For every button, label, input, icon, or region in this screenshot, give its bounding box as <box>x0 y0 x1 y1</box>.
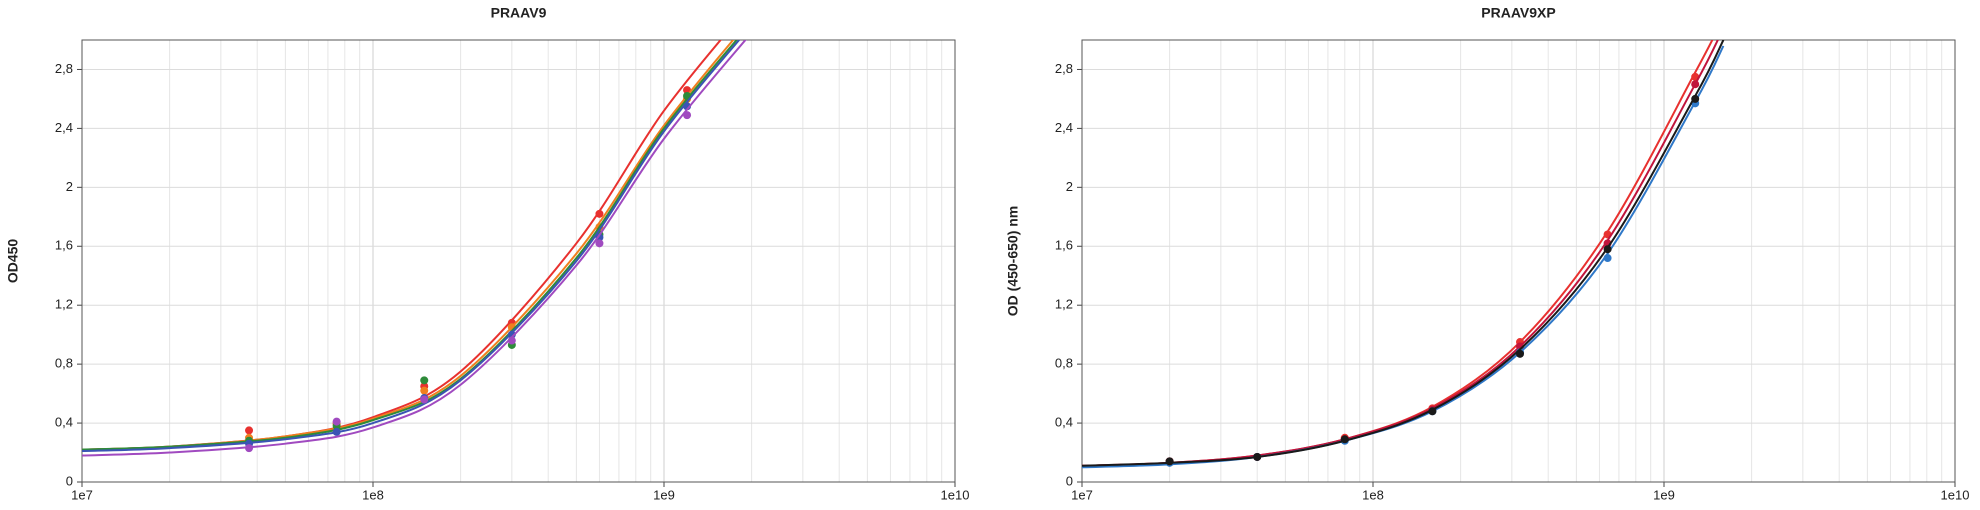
fit-curve <box>82 40 738 451</box>
data-point <box>1340 435 1349 444</box>
y-tick-label: 1,2 <box>55 297 73 312</box>
data-point <box>420 386 429 395</box>
y-tick-label: 2,4 <box>55 120 73 135</box>
y-axis-label: OD450 <box>5 239 21 284</box>
data-point <box>507 336 516 345</box>
x-tick-label: 1e10 <box>941 487 970 502</box>
data-point <box>1603 245 1612 254</box>
y-tick-label: 2,8 <box>55 61 73 76</box>
fit-curve <box>82 40 741 453</box>
y-axis-label: OD (450-650) nm <box>1005 206 1021 316</box>
x-tick-label: 1e7 <box>71 487 93 502</box>
data-point <box>245 444 254 453</box>
data-point <box>245 426 254 435</box>
data-point <box>1165 457 1174 466</box>
fit-curve <box>1082 40 1725 467</box>
x-tick-label: 1e9 <box>1653 487 1675 502</box>
data-point <box>420 376 429 385</box>
data-point <box>332 427 341 436</box>
data-point <box>420 395 429 404</box>
y-tick-label: 0,8 <box>1055 356 1073 371</box>
y-tick-label: 2,4 <box>1055 120 1073 135</box>
plot-frame <box>1081 39 1956 483</box>
x-tick-label: 1e8 <box>362 487 384 502</box>
y-tick-label: 1,6 <box>55 238 73 253</box>
plot-frame <box>81 39 956 483</box>
data-point <box>332 417 341 426</box>
data-point <box>1253 452 1262 461</box>
y-tick-label: 2 <box>1066 179 1073 194</box>
data-point <box>595 209 604 218</box>
y-tick-label: 1,2 <box>1055 297 1073 312</box>
x-tick-label: 1e10 <box>1941 487 1970 502</box>
y-tick-label: 0,8 <box>55 356 73 371</box>
chart-title: PRAAV9XP <box>1481 5 1555 21</box>
chart-title: PRAAV9 <box>491 5 547 21</box>
data-point <box>1691 94 1700 103</box>
data-point <box>595 239 604 248</box>
data-point <box>1428 407 1437 416</box>
y-tick-label: 1,6 <box>1055 238 1073 253</box>
x-tick-label: 1e9 <box>653 487 675 502</box>
data-point <box>1691 80 1700 89</box>
plot-area <box>1082 40 1955 482</box>
y-tick-label: 0,4 <box>55 415 73 430</box>
x-tick-label: 1e7 <box>1071 487 1093 502</box>
chart-panel: PRAAV9XP OD (450-650) nm 1e7 1e8 1e9 1e10 0 0,4… <box>1005 5 1970 503</box>
y-tick-label: 0 <box>66 473 73 488</box>
y-tick-label: 0 <box>1066 473 1073 488</box>
data-point <box>1515 349 1524 358</box>
chart-panel: PRAAV9 OD450 1e7 1e8 1e9 1e10 0 0,4 0,8 1,2 1,6 2 2,… <box>5 5 970 503</box>
data-point <box>683 111 692 120</box>
x-tick-label: 1e8 <box>1362 487 1384 502</box>
y-tick-label: 2,8 <box>1055 61 1073 76</box>
y-tick-label: 0,4 <box>1055 415 1073 430</box>
fit-curve <box>82 40 747 457</box>
data-point <box>1603 254 1612 263</box>
y-tick-label: 2 <box>66 179 73 194</box>
data-point <box>595 233 604 242</box>
plot-area <box>82 40 955 482</box>
data-point <box>507 330 516 339</box>
